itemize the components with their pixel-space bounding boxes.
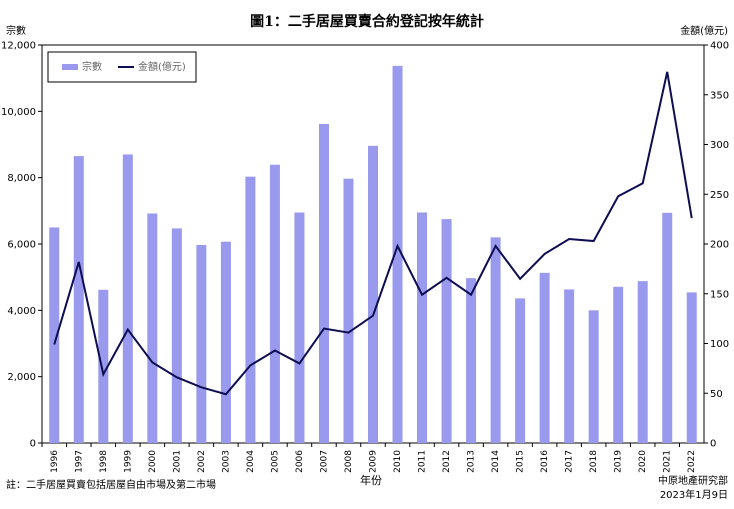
x-tick-label: 2005 bbox=[270, 450, 280, 473]
publish-date: 2023年1月9日 bbox=[659, 490, 728, 501]
y-right-tick-label: 100 bbox=[710, 339, 729, 350]
x-tick-label: 2008 bbox=[344, 450, 354, 473]
y-left-tick-label: 6,000 bbox=[7, 240, 36, 251]
x-tick-label: 2010 bbox=[393, 450, 403, 473]
bar bbox=[73, 156, 84, 443]
bar bbox=[318, 123, 329, 443]
x-tick-label: 2021 bbox=[663, 450, 673, 473]
bar bbox=[637, 281, 648, 443]
y-right-tick-label: 0 bbox=[710, 439, 716, 450]
x-tick-label: 2020 bbox=[638, 450, 648, 473]
bar bbox=[368, 145, 378, 443]
y-right-tick-label: 200 bbox=[710, 240, 729, 251]
bar bbox=[515, 298, 526, 443]
footnote: 註：二手居屋買賣包括居屋自由市場及第二市場 bbox=[6, 480, 216, 491]
x-tick-label: 2013 bbox=[467, 450, 477, 473]
bar bbox=[122, 154, 133, 443]
bar bbox=[539, 272, 550, 443]
x-tick-label: 2001 bbox=[172, 450, 182, 473]
bar bbox=[343, 178, 354, 443]
y-right-tick-label: 50 bbox=[710, 389, 723, 400]
x-tick-label: 2016 bbox=[540, 450, 550, 473]
x-tick-label: 2007 bbox=[319, 450, 329, 473]
source-credit: 中原地產研究部 bbox=[658, 476, 728, 487]
bar bbox=[466, 278, 477, 443]
y-left-tick-label: 0 bbox=[30, 439, 36, 450]
x-axis-label: 年份 bbox=[360, 474, 382, 487]
bar bbox=[196, 244, 207, 443]
x-tick-label: 1998 bbox=[99, 450, 109, 473]
chart-title: 圖1：二手居屋買賣合約登記按年統計 bbox=[250, 13, 484, 30]
bar bbox=[417, 212, 428, 443]
bar bbox=[245, 176, 256, 443]
y-right-tick-label: 300 bbox=[710, 140, 729, 151]
bar bbox=[49, 227, 60, 443]
x-tick-label: 2004 bbox=[246, 450, 256, 473]
bar bbox=[171, 228, 182, 443]
x-tick-label: 2002 bbox=[197, 450, 207, 473]
x-tick-label: 2000 bbox=[148, 450, 158, 473]
bar bbox=[490, 237, 501, 443]
y-left-tick-label: 10,000 bbox=[1, 107, 36, 118]
bar bbox=[392, 65, 403, 444]
x-tick-label: 1997 bbox=[74, 450, 84, 473]
bar bbox=[220, 241, 231, 443]
x-tick-label: 2012 bbox=[442, 450, 452, 473]
x-tick-label: 2022 bbox=[687, 450, 697, 473]
y-right-tick-label: 350 bbox=[710, 90, 729, 101]
legend: 宗數 金額(億元) bbox=[47, 51, 197, 83]
legend-label-line: 金額(億元) bbox=[138, 60, 186, 73]
y-left-tick-label: 8,000 bbox=[7, 173, 36, 184]
plot-area: 0 2,000 4,000 6,000 8,000 10,000 12,000 0 50 100 1… bbox=[1, 41, 729, 473]
legend-label-bar: 宗數 bbox=[82, 60, 102, 73]
bar bbox=[662, 212, 673, 443]
y-right-tick-label: 250 bbox=[710, 190, 729, 201]
y-right-tick-label: 150 bbox=[710, 289, 729, 300]
x-tick-label: 1999 bbox=[123, 450, 133, 473]
y-left-tick-label: 2,000 bbox=[7, 372, 36, 383]
bar bbox=[147, 213, 158, 443]
y-left-tick-label: 4,000 bbox=[7, 306, 36, 317]
x-tick-label: 2015 bbox=[516, 450, 526, 473]
x-tick-label: 1996 bbox=[50, 450, 60, 473]
x-tick-label: 2019 bbox=[614, 450, 624, 473]
y-right-tick-label: 400 bbox=[710, 41, 729, 52]
y-axis-right-label: 金額(億元) bbox=[680, 24, 728, 37]
bar bbox=[564, 289, 575, 443]
y-axis-left-label: 宗數 bbox=[6, 24, 26, 37]
bar bbox=[98, 289, 109, 443]
x-tick-label: 2009 bbox=[369, 450, 379, 473]
x-tick-label: 2006 bbox=[295, 450, 305, 473]
bar bbox=[613, 286, 624, 443]
y-left-tick-label: 12,000 bbox=[1, 41, 36, 52]
bar bbox=[294, 212, 305, 443]
x-tick-label: 2014 bbox=[491, 450, 501, 473]
bar bbox=[686, 292, 697, 443]
bar bbox=[441, 219, 452, 443]
x-tick-label: 2018 bbox=[589, 450, 599, 473]
legend-swatch-bar bbox=[62, 64, 78, 70]
x-tick-label: 2003 bbox=[221, 450, 231, 473]
series-line bbox=[53, 71, 693, 396]
bar bbox=[588, 310, 599, 443]
bar bbox=[269, 164, 280, 443]
x-tick-label: 2017 bbox=[565, 450, 575, 473]
x-tick-label: 2011 bbox=[418, 450, 428, 473]
